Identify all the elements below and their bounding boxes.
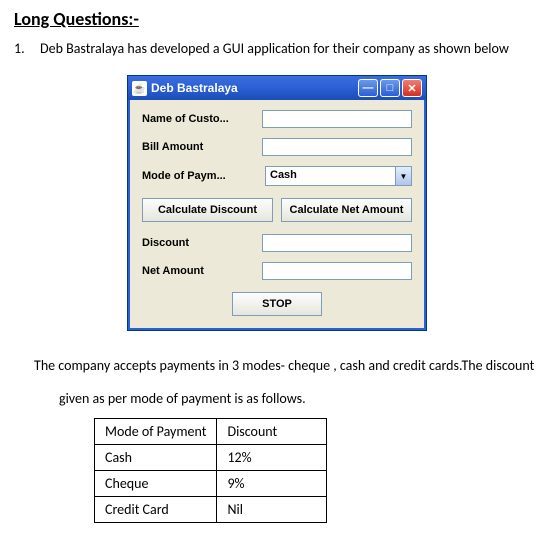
net-label: Net Amount bbox=[142, 265, 254, 277]
bill-label: Bill Amount bbox=[142, 141, 254, 153]
table-header-row: Mode of Payment Discount bbox=[95, 419, 327, 445]
titlebar: ☕ Deb Bastralaya — □ ✕ bbox=[128, 76, 426, 100]
name-input[interactable] bbox=[262, 110, 412, 128]
bill-input[interactable] bbox=[262, 138, 412, 156]
section-heading: Long Questions:- bbox=[14, 8, 540, 30]
cell: Nil bbox=[217, 497, 327, 523]
col-header: Discount bbox=[217, 419, 327, 445]
cell: Cash bbox=[95, 445, 217, 471]
mode-combobox[interactable]: Cash ▼ bbox=[265, 166, 412, 186]
mode-label: Mode of Paym... bbox=[142, 170, 257, 182]
name-label: Name of Custo... bbox=[142, 113, 254, 125]
cell: 12% bbox=[217, 445, 327, 471]
calc-discount-button[interactable]: Calculate Discount bbox=[142, 198, 273, 222]
discount-input[interactable] bbox=[262, 234, 412, 252]
question-row: 1. Deb Bastralaya has developed a GUI ap… bbox=[14, 40, 540, 57]
calc-net-button[interactable]: Calculate Net Amount bbox=[281, 198, 412, 222]
maximize-button[interactable]: □ bbox=[380, 79, 400, 97]
table-row: Cheque 9% bbox=[95, 471, 327, 497]
cell: Credit Card bbox=[95, 497, 217, 523]
discount-label: Discount bbox=[142, 237, 254, 249]
discount-table: Mode of Payment Discount Cash 12% Cheque… bbox=[94, 418, 327, 523]
col-header: Mode of Payment bbox=[95, 419, 217, 445]
window-title: Deb Bastralaya bbox=[151, 81, 354, 95]
question-text: Deb Bastralaya has developed a GUI appli… bbox=[40, 40, 509, 57]
chevron-down-icon[interactable]: ▼ bbox=[395, 167, 411, 185]
table-row: Cash 12% bbox=[95, 445, 327, 471]
question-number: 1. bbox=[14, 40, 30, 57]
description-line2: given as per mode of payment is as follo… bbox=[59, 386, 540, 413]
description-line1: The company accepts payments in 3 modes-… bbox=[34, 353, 540, 380]
window-controls: — □ ✕ bbox=[358, 79, 422, 97]
java-icon: ☕ bbox=[132, 81, 147, 96]
table-row: Credit Card Nil bbox=[95, 497, 327, 523]
minimize-button[interactable]: — bbox=[358, 79, 378, 97]
client-area: Name of Custo... Bill Amount Mode of Pay… bbox=[128, 100, 426, 330]
gui-window: ☕ Deb Bastralaya — □ ✕ Name of Custo... … bbox=[127, 75, 427, 331]
net-input[interactable] bbox=[262, 262, 412, 280]
stop-button[interactable]: STOP bbox=[232, 292, 322, 316]
close-button[interactable]: ✕ bbox=[402, 79, 422, 97]
cell: Cheque bbox=[95, 471, 217, 497]
mode-value: Cash bbox=[266, 167, 395, 185]
cell: 9% bbox=[217, 471, 327, 497]
